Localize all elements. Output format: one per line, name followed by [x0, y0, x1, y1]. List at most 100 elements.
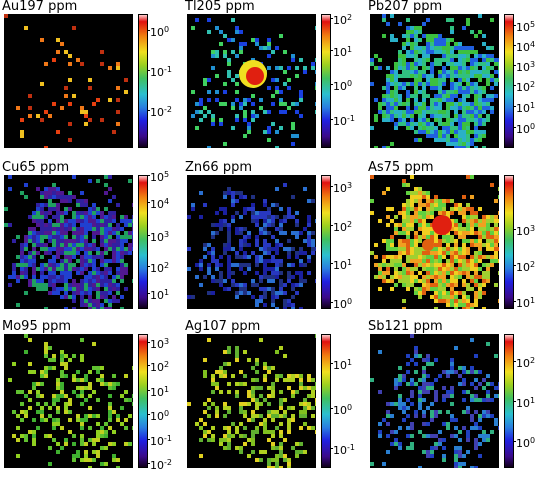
heatmap-cell	[418, 30, 422, 34]
heatmap-cell	[414, 199, 418, 203]
heatmap-cell	[215, 410, 219, 414]
heatmap-cell	[120, 215, 124, 219]
heatmap-cell	[251, 378, 255, 382]
heatmap-cell	[132, 223, 133, 227]
heatmap-cell	[100, 227, 104, 231]
heatmap-cell	[450, 414, 454, 418]
heatmap-cell	[132, 279, 133, 283]
heatmap-cell	[255, 370, 259, 374]
heatmap-cell	[68, 418, 72, 422]
heatmap-cell	[223, 406, 227, 410]
heatmap-cell	[438, 82, 442, 86]
heatmap-cell	[414, 259, 418, 263]
heatmap-cell	[474, 130, 478, 134]
heatmap-cell	[68, 102, 72, 106]
heatmap-cell	[426, 199, 430, 203]
heatmap-cell	[494, 283, 498, 287]
heatmap-cell	[231, 434, 235, 438]
heatmap-cell	[56, 442, 60, 446]
colorbar-tick-label: 102	[150, 359, 170, 374]
heatmap-cell	[108, 382, 112, 386]
heatmap-cell	[44, 354, 48, 358]
heatmap-cell	[482, 430, 486, 434]
heatmap-cell	[315, 386, 316, 390]
heatmap-cell	[299, 58, 303, 62]
heatmap-cell	[124, 271, 128, 275]
heatmap-cell	[442, 58, 446, 62]
heatmap-cell	[442, 122, 446, 126]
heatmap-cell	[68, 138, 72, 142]
heatmap-cell	[88, 223, 92, 227]
heatmap-cell	[28, 106, 32, 110]
heatmap-cell	[12, 239, 16, 243]
heatmap-cell	[68, 255, 72, 259]
heatmap-cell	[271, 291, 275, 295]
heatmap-cell	[430, 82, 434, 86]
heatmap-cell	[92, 279, 96, 283]
heatmap-cell	[406, 82, 410, 86]
heatmap-cell	[279, 454, 283, 458]
heatmap-cell	[299, 275, 303, 279]
heatmap-cell	[104, 434, 108, 438]
heatmap-cell	[458, 58, 462, 62]
heatmap-cell	[211, 66, 215, 70]
heatmap-cell	[482, 58, 486, 62]
heatmap-cell	[454, 458, 458, 462]
heatmap-cell	[68, 122, 72, 126]
heatmap-cell	[426, 422, 430, 426]
colorbar-tick-label: 105	[150, 170, 170, 184]
heatmap-cell	[32, 275, 36, 279]
heatmap-cell	[434, 295, 438, 299]
heatmap-cell	[287, 299, 291, 303]
heatmap-cell	[76, 454, 80, 458]
heatmap-cell	[60, 42, 64, 46]
heatmap-cell	[247, 390, 251, 394]
heatmap-cell	[68, 54, 72, 58]
heatmap-cell	[386, 66, 390, 70]
heatmap-cell	[207, 406, 211, 410]
heatmap-cell	[72, 279, 76, 283]
heatmap-cell	[458, 126, 462, 130]
heatmap-cell	[68, 259, 72, 263]
element-heatmap	[187, 14, 316, 148]
heatmap-cell	[311, 414, 315, 418]
heatmap-cell	[239, 50, 243, 54]
heatmap-cell	[494, 239, 498, 243]
heatmap-cell	[239, 382, 243, 386]
heatmap-cell	[271, 442, 275, 446]
heatmap-cell	[474, 438, 478, 442]
heatmap-cell	[406, 26, 410, 30]
heatmap-cell	[406, 102, 410, 106]
heatmap-cell	[108, 66, 112, 70]
heatmap-cell	[398, 243, 402, 247]
heatmap-cell	[482, 134, 486, 138]
heatmap-cell	[60, 446, 64, 450]
heatmap-cell	[406, 199, 410, 203]
heatmap-cell	[243, 227, 247, 231]
heatmap-cell	[243, 426, 247, 430]
heatmap-cell	[227, 442, 231, 446]
heatmap-cell	[20, 410, 24, 414]
heatmap-cell	[458, 374, 462, 378]
heatmap-cell	[76, 378, 80, 382]
heatmap-cell	[446, 130, 450, 134]
heatmap-cell	[490, 94, 494, 98]
heatmap-cell	[374, 275, 378, 279]
heatmap-cell	[434, 106, 438, 110]
heatmap-cell	[474, 102, 478, 106]
heatmap-cell	[100, 382, 104, 386]
heatmap-cell	[291, 378, 295, 382]
heatmap-cell	[418, 211, 422, 215]
heatmap-cell	[315, 26, 316, 30]
heatmap-cell	[64, 239, 68, 243]
heatmap-cell	[64, 295, 68, 299]
element-heatmap	[4, 14, 133, 148]
heatmap-cell	[390, 243, 394, 247]
heatmap-cell	[64, 442, 68, 446]
heatmap-cell	[100, 251, 104, 255]
heatmap-cell	[299, 247, 303, 251]
heatmap-cell	[458, 259, 462, 263]
heatmap-cell	[88, 263, 92, 267]
heatmap-cell	[295, 374, 299, 378]
heatmap-cell	[418, 46, 422, 50]
